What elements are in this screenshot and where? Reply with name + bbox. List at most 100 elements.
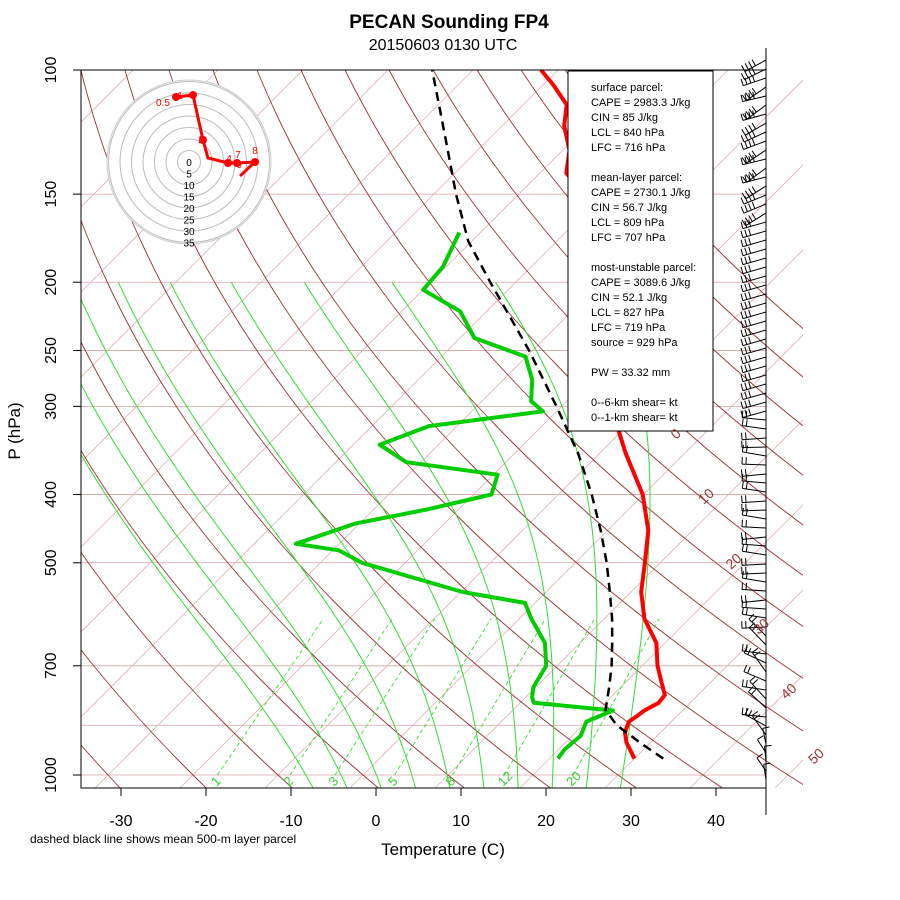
wind-barb-flag — [740, 293, 744, 301]
dry-adiabat-label: 40 — [777, 680, 799, 702]
isotherm — [860, 70, 900, 788]
hodograph-height-marker — [251, 158, 259, 166]
wind-barb-flag — [740, 257, 744, 265]
wind-barb-flag — [744, 292, 748, 300]
hodograph-ring — [165, 138, 213, 186]
isotherm — [689, 674, 803, 788]
wind-barb-flag — [740, 365, 744, 373]
wind-barb-flag — [744, 301, 748, 309]
wind-barb-flag — [751, 87, 757, 95]
isotherm — [81, 70, 644, 633]
x-axis-label: Temperature (C) — [381, 840, 505, 859]
wind-barb-flag — [748, 327, 752, 335]
wind-barb-flag — [740, 230, 744, 238]
y-tick-label: 500 — [43, 549, 60, 576]
wind-barb-flag — [748, 345, 752, 353]
wind-barb-flag — [751, 169, 757, 176]
x-tick-label: -10 — [279, 813, 302, 830]
wind-barb-flag — [740, 401, 744, 409]
wind-barb — [741, 463, 767, 466]
wind-barb — [742, 417, 767, 421]
wind-barb — [743, 652, 767, 664]
wind-barb-flag — [752, 154, 755, 162]
wind-barb-flag — [740, 248, 744, 256]
wind-barb-flag — [744, 328, 748, 336]
mixing-ratio-line — [394, 618, 492, 776]
wind-barb-flag — [741, 444, 744, 452]
wind-barb-flag — [745, 607, 748, 615]
wind-barb-flag — [744, 71, 749, 79]
hodograph-ring-label: 20 — [183, 204, 195, 215]
wind-barb-flag — [740, 78, 744, 86]
wind-barb-flag — [744, 112, 748, 120]
wind-barb-flag — [740, 347, 744, 355]
wind-barb-flag — [745, 154, 750, 162]
wind-barb-flag — [740, 176, 744, 184]
wind-barb-flag — [763, 762, 771, 765]
info-line: CIN = 56.7 J/kg — [591, 202, 667, 214]
hodograph-ring-label: 10 — [183, 181, 195, 192]
wind-barb-flag — [748, 408, 752, 416]
wind-barb-flag — [740, 284, 744, 292]
wind-barb-flag — [740, 142, 744, 150]
wind-barb-flag — [748, 228, 752, 236]
info-line: mean-layer parcel: — [591, 172, 682, 184]
wind-barb-flag — [748, 354, 752, 362]
isotherm — [81, 70, 559, 548]
wind-barb-flag — [745, 174, 751, 181]
wind-barb-flag — [740, 266, 744, 274]
wind-barb-flag — [744, 391, 748, 399]
wind-barb-flag — [752, 679, 759, 685]
wind-barb-flag — [751, 59, 756, 67]
wind-barb — [742, 401, 767, 409]
series-line-mean-500-m-layer-parcel — [430, 70, 665, 760]
wind-barb-flag — [744, 175, 748, 183]
dry-adiabat — [300, 70, 803, 628]
wind-barb-flag — [748, 174, 751, 182]
hodograph-ring-label: 5 — [186, 170, 192, 181]
wind-barb-flag — [744, 217, 750, 224]
wind-barb-flag — [751, 192, 756, 200]
wind-barb — [749, 680, 767, 700]
hodograph-height-marker — [224, 159, 232, 167]
hodograph-ring — [177, 150, 201, 174]
isotherm — [81, 70, 389, 378]
hodograph-height-label: 7 — [235, 150, 241, 161]
mixing-ratio-line — [451, 618, 546, 776]
info-box-frame — [567, 70, 714, 432]
hodograph-height-label: 2 — [198, 135, 204, 146]
wind-barb-flag — [743, 665, 748, 672]
chart-title: PECAN Sounding FP4 — [349, 12, 549, 33]
wind-barb-flag — [748, 363, 752, 371]
wind-barb-flag — [748, 111, 752, 119]
wind-barb-flag — [741, 157, 747, 164]
dry-adiabat — [81, 219, 552, 788]
mixing-ratio-label: 20 — [563, 768, 584, 789]
hodograph-height-label: 4 — [226, 154, 232, 165]
y-tick-label: 700 — [43, 652, 60, 679]
wind-barb-flag — [744, 220, 748, 228]
wind-barb-flag — [748, 399, 752, 407]
wind-barb-flag — [748, 282, 752, 290]
dry-adiabat — [81, 551, 293, 788]
wind-barb-flag — [740, 73, 745, 80]
wind-barb-flag — [741, 481, 744, 489]
info-line: CIN = 52.1 J/kg — [591, 292, 667, 304]
wind-barb-flag — [740, 135, 745, 143]
wind-barb — [742, 686, 767, 691]
moist-adiabat — [495, 281, 598, 788]
hodograph-ring-label: 35 — [183, 239, 195, 250]
info-line: LCL = 809 hPa — [591, 217, 665, 229]
dry-adiabat — [432, 70, 803, 476]
wind-barb-flag — [741, 410, 744, 418]
wind-barb-flag — [748, 273, 752, 281]
wind-barb-flag — [751, 122, 757, 130]
hodograph-height-label: 1 — [177, 91, 183, 102]
wind-barb-flag — [744, 247, 748, 255]
y-tick-label: 300 — [43, 393, 60, 420]
wind-barb-flag — [740, 532, 743, 540]
wind-barb-flag — [744, 337, 748, 345]
wind-barb-flag — [744, 229, 748, 237]
